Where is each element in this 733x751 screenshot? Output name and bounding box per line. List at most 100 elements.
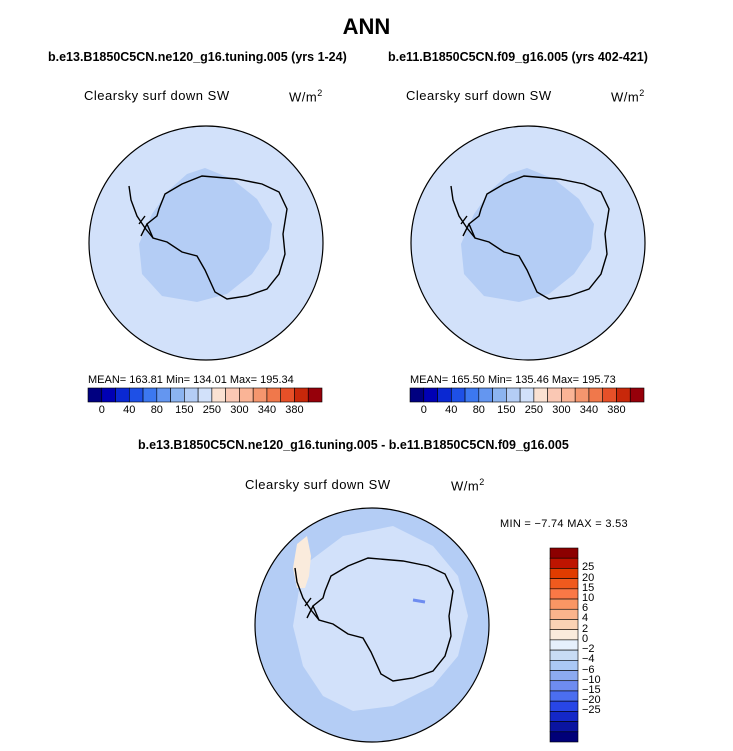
panel1-colorbar-swatch [307,387,323,403]
panel2-field-label: Clearsky surf down SW [406,88,552,103]
diff-colorbar-swatch [549,588,579,600]
panel2-units-label: W/m2 [611,88,645,105]
diff-colorbar-tick-label: −25 [582,704,601,717]
panel2-colorbar-swatch [616,387,631,403]
panel1-colorbar-swatch [142,387,158,403]
diff-colorbar-swatch [549,731,579,743]
diff-colorbar-swatch [549,568,579,579]
diff-colorbar-tick-label: −4 [582,653,595,666]
diff-colorbar [549,547,579,743]
panel1-colorbar-swatch [225,387,240,403]
panel1-colorbar-ticks: 0 40 80 150 250 300 340 380 [88,404,322,418]
panel2-colorbar-swatch [492,387,507,403]
diff-negative-streak [412,598,426,604]
panel2-colorbar-swatch [437,387,452,403]
panel1-colorbar-tick-label: 0 [98,404,105,416]
diff-units-label: W/m2 [451,477,485,494]
panel1-units-label: W/m2 [289,88,323,105]
panel2-colorbar-swatch [506,387,521,403]
diff-positive-region [293,536,311,588]
diff-colorbar-tick-label: 15 [582,581,595,594]
panel1-colorbar-swatch [128,387,144,403]
diff-colorbar-swatch [549,639,579,651]
panel2-colorbar [409,387,645,403]
panel2-colorbar-ticks: 0 40 80 150 250 300 340 380 [410,404,644,418]
panel2-colorbar-swatch [574,387,590,403]
panel2-colorbar-tick-label: 300 [552,404,571,416]
panel1-colorbar-swatch [280,387,295,403]
panel1-colorbar [87,387,323,403]
panel2-stats: MEAN= 165.50 Min= 135.46 Max= 195.73 [410,374,616,386]
panel1-colorbar-swatch [252,387,268,403]
panel1-case-title: b.e13.B1850C5CN.ne120_g16.tuning.005 (yr… [48,50,347,64]
panel2-colorbar-tick-label: 80 [472,404,485,416]
panel1-colorbar-swatch [211,387,226,403]
panel1-antarctica-coast [146,175,288,300]
panel1-colorbar-swatch [156,387,171,403]
panel2-colorbar-swatch [423,387,438,403]
panel1-colorbar-tick-label: 150 [175,404,194,416]
diff-colorbar-swatch [549,700,579,712]
diff-colorbar-swatch [549,680,579,692]
diff-colorbar-tick-label: −15 [582,683,601,696]
panel2-colorbar-tick-label: 380 [607,404,626,416]
diff-colorbar-tick-label: 6 [582,602,589,615]
panel1-colorbar-tick-label: 340 [257,404,277,416]
panel2-colorbar-swatch [588,387,604,403]
panel1-peninsula [128,185,154,239]
diff-colorbar-swatch [549,619,579,630]
diff-colorbar-tick-label: 20 [582,571,595,584]
panel1-colorbar-swatch [239,387,254,403]
panel2-colorbar-swatch [519,387,535,403]
panel2-antarctica-coast [468,175,610,300]
diff-title: b.e13.B1850C5CN.ne120_g16.tuning.005 - b… [138,438,569,452]
panel1-colorbar-tick-label: 250 [202,404,222,416]
diff-colorbar-swatch [549,629,579,641]
diff-colorbar-tick-label: 2 [582,622,589,635]
panel2-colorbar-tick-label: 40 [445,404,458,416]
diff-colorbar-tick-label: −6 [582,663,595,676]
panel1-polar-map [88,125,324,361]
panel1-colorbar-swatch [294,387,309,403]
main-title: ANN [342,14,391,39]
panel1-colorbar-swatch [184,387,199,403]
diff-peninsula [294,567,320,621]
panel1-colorbar-tick-label: 40 [123,404,136,416]
panel1-colorbar-swatch [266,387,282,403]
panel2-colorbar-tick-label: 0 [420,404,427,416]
panel1-colorbar-tick-label: 300 [230,404,249,416]
diff-colorbar-swatch [549,598,579,610]
panel1-colorbar-tick-label: 80 [150,404,163,416]
diff-colorbar-tick-label: 25 [582,561,595,574]
panel2-colorbar-swatch [561,387,576,403]
diff-colorbar-swatch [549,608,579,620]
diff-colorbar-swatch [549,557,579,569]
panel2-colorbar-swatch [602,387,617,403]
panel2-case-title: b.e11.B1850C5CN.f09_g16.005 (yrs 402-421… [388,50,648,64]
panel1-interior-contour [139,168,272,302]
panel2-colorbar-swatch [450,387,466,403]
diff-colorbar-tick-label: −2 [582,643,595,656]
panel2-colorbar-swatch [478,387,493,403]
panel2-colorbar-swatch [409,387,425,403]
diff-colorbar-swatch [549,711,579,722]
diff-polar-map [254,507,490,743]
panel1-field-label: Clearsky surf down SW [84,88,230,103]
panel2-colorbar-tick-label: 340 [579,404,599,416]
diff-colorbar-swatch [549,547,579,559]
diff-stats: MIN = −7.74 MAX = 3.53 [500,518,628,530]
panel2-interior-contour [461,168,594,302]
panel1-colorbar-swatch [115,387,130,403]
diff-colorbar-ticks: 25 20 15 10 6 4 2 0 −2 −4 −6 −10 −15 −20 −25 [582,548,622,742]
diff-field-label: Clearsky surf down SW [245,477,391,492]
panel2-colorbar-tick-label: 150 [497,404,516,416]
diff-colorbar-swatch [549,578,579,590]
panel1-stats: MEAN= 163.81 Min= 134.01 Max= 195.34 [88,374,294,386]
diff-colorbar-swatch [549,721,579,733]
panel2-colorbar-swatch [629,387,645,403]
panel1-colorbar-tick-label: 380 [285,404,304,416]
diff-colorbar-tick-label: 4 [582,612,589,625]
panel2-peninsula [450,185,476,239]
diff-colorbar-tick-label: 0 [582,632,589,645]
panel1-colorbar-swatch [87,387,103,403]
